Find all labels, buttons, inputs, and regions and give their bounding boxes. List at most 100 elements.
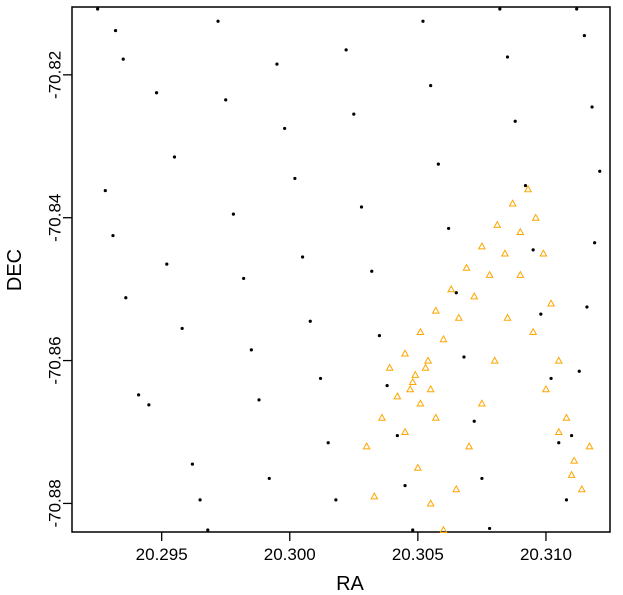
data-point-black [224,98,228,102]
data-point-black [180,326,184,331]
data-point-orange [541,384,551,393]
data-point-orange [426,384,435,393]
data-point-orange [567,470,576,478]
data-point-black [216,19,220,23]
y-tick-label: -70.86 [45,336,64,384]
data-point-orange [431,413,440,421]
plot-area-frame [71,6,611,533]
data-point-orange [421,363,430,371]
data-point-black [377,333,382,338]
x-tick-label: 20.295 [136,545,188,564]
data-point-black [190,462,195,466]
data-point-black [257,398,261,402]
data-point-black [549,376,553,381]
data-point-orange [385,363,394,371]
data-point-black [137,393,141,397]
data-point-black [403,483,407,488]
data-point-black [352,112,356,116]
data-point-orange [554,427,563,436]
data-point-black [575,7,579,11]
data-point-orange [416,399,425,407]
data-point-black [429,83,433,88]
data-point-orange [408,377,417,386]
data-point-orange [577,484,586,493]
data-point-black [577,369,581,373]
x-tick-label: 20.310 [520,545,572,564]
data-point-black [326,441,330,445]
data-point-orange [439,525,448,534]
data-point-orange [500,249,510,257]
data-point-black [593,241,597,245]
x-tick-label: 20.305 [392,545,444,564]
data-point-black [462,355,466,359]
data-point-black [480,476,484,481]
y-axis: -70.80-70.82-70.84-70.86-70.88 [45,51,72,528]
data-point-orange [447,284,456,293]
data-point-black [198,498,202,502]
data-point-black [96,7,100,11]
data-point-black [395,433,399,438]
data-point-orange [393,392,402,400]
data-point-orange [470,292,479,300]
data-point-black [308,319,312,323]
data-point-black [585,305,589,309]
x-axis-label: RA [336,573,364,595]
y-axis-label: DEC [4,249,26,291]
data-point-black [242,276,246,281]
data-point-black [436,162,440,166]
data-point-black [472,419,476,423]
data-point-black [165,262,169,266]
data-point-orange [585,442,594,450]
data-point-black [582,33,586,38]
data-point-orange [426,499,435,507]
data-point-black [111,233,115,238]
data-point-black [231,212,235,216]
data-point-black [206,528,210,532]
data-point-black [293,176,297,181]
data-point-black [598,169,602,173]
data-point-orange [400,349,410,357]
data-point-black [267,476,271,481]
data-point-orange [523,184,533,193]
data-point-orange [377,413,387,421]
data-point-black [113,28,118,33]
data-point-black [523,183,528,188]
data-point-black [344,48,348,52]
data-point-black [505,55,510,59]
data-point-orange [516,270,525,278]
data-point-orange [539,249,548,257]
data-point-orange [406,384,415,393]
data-point-black [454,291,458,295]
data-point-black [498,7,502,11]
data-point-orange [370,492,379,500]
data-point-orange [416,327,425,336]
y-tick-label: -70.82 [45,51,64,99]
data-point-black [513,119,517,123]
data-point-orange [547,299,556,307]
data-point-orange [465,442,474,450]
data-point-black [385,383,389,388]
data-point-orange [485,270,494,278]
data-point-black [172,155,177,159]
data-point-orange [508,199,517,207]
data-point-black [121,57,125,61]
data-point-orange [503,313,512,321]
data-point-black [275,62,279,66]
data-point-black [564,498,569,502]
data-point-orange [462,263,471,271]
data-point-orange [570,456,579,464]
data-point-black [249,348,253,352]
data-point-black [334,498,338,502]
series-black-points [96,7,602,532]
data-point-orange [562,413,571,421]
data-point-black [411,528,415,532]
x-axis: 20.295 20.300 20.305 20.310 [136,532,572,564]
data-point-black [103,188,107,193]
data-point-orange [554,356,563,364]
data-point-black [359,205,364,209]
data-point-orange [424,356,433,364]
data-point-black [421,19,425,23]
data-point-black [283,126,287,131]
y-tick-label: -70.84 [45,194,64,242]
